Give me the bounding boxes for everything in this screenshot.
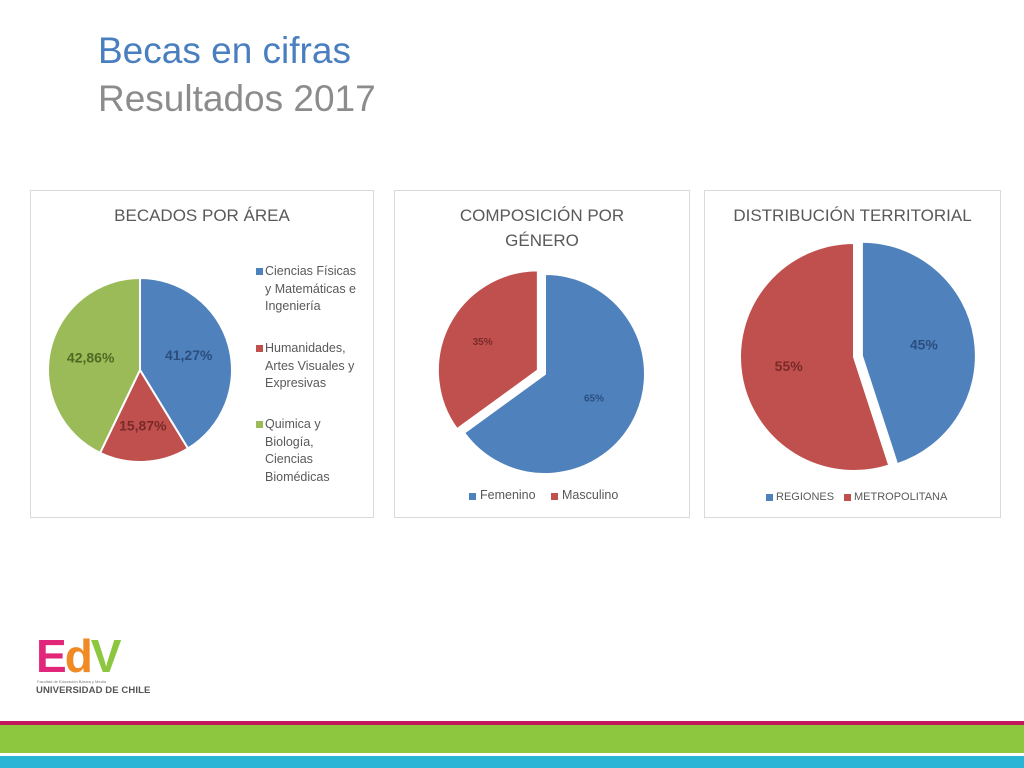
- data-label-2: 35%: [473, 337, 493, 348]
- chart-title-territory: DISTRIBUCIÓN TERRITORIAL: [733, 206, 972, 225]
- edv-logo: EdV Facultad de Educación Básica y Media…: [36, 630, 150, 698]
- pie-chart-gender: 65% 35%: [436, 269, 646, 475]
- data-label-1: 45%: [910, 337, 939, 353]
- pie-chart-area: 41,27% 15,87% 42,86%: [47, 276, 233, 463]
- legend-swatch-1: [469, 493, 476, 500]
- data-label-1: 65%: [584, 394, 604, 405]
- chart-panel-area: BECADOS POR ÁREA 41,27% 15,87% 42,86% Cien…: [30, 190, 374, 518]
- footer-band-white: [0, 753, 1024, 756]
- pie-slice-2: [436, 269, 539, 431]
- pie-slice-2: [98, 367, 190, 463]
- chart-title-gender: COMPOSICIÓN POR GÉNERO: [459, 206, 625, 250]
- legend-label-2: Masculino: [562, 488, 619, 502]
- legend-label-1: Ciencias Físicas y Matemáticas e Ingenie…: [265, 264, 357, 313]
- logo-institution: UNIVERSIDAD DE CHILE: [36, 685, 151, 696]
- data-label-3: 42,86%: [67, 349, 115, 365]
- legend-swatch-1: [766, 494, 773, 501]
- legend-label-3: Quimica y Biología, Ciencias Biomédicas: [265, 417, 330, 484]
- pie-slice-2: [739, 241, 891, 472]
- chart-panel-gender: COMPOSICIÓN POR GÉNERO 65% 35% Femenino Ma…: [394, 190, 690, 518]
- footer-band-magenta: [0, 721, 1024, 725]
- logo-tagline: Facultad de Educación Básica y Media: [37, 679, 106, 684]
- pie-slice-1: [860, 240, 977, 466]
- footer-band-green: [0, 725, 1024, 753]
- legend-swatch-2: [551, 493, 558, 500]
- chart-panel-territory: DISTRIBUCIÓN TERRITORIAL 45% 55% REGIONES…: [704, 190, 1001, 518]
- footer-band-cyan: [0, 756, 1024, 768]
- pie-chart-territory: 45% 55%: [739, 240, 977, 472]
- legend-swatch-1: [256, 268, 263, 275]
- pie-slice-1: [462, 272, 646, 475]
- slide-subtitle: Resultados 2017: [98, 78, 376, 119]
- logo-mark: EdV: [36, 630, 121, 682]
- legend-label-1: Femenino: [480, 488, 536, 502]
- data-label-1: 41,27%: [165, 347, 213, 363]
- chart-title-area: BECADOS POR ÁREA: [114, 206, 290, 225]
- data-label-2: 15,87%: [119, 418, 167, 434]
- pie-slice-3: [47, 276, 141, 455]
- legend-swatch-2: [256, 345, 263, 352]
- legend-swatch-2: [844, 494, 851, 501]
- data-label-2: 55%: [775, 358, 804, 374]
- legend-swatch-3: [256, 421, 263, 428]
- legend-label-2: Humanidades, Artes Visuales y Expresivas: [265, 341, 355, 390]
- slide-title: Becas en cifras: [98, 30, 351, 71]
- legend-label-2: METROPOLITANA: [854, 491, 948, 503]
- legend-label-1: REGIONES: [776, 491, 835, 503]
